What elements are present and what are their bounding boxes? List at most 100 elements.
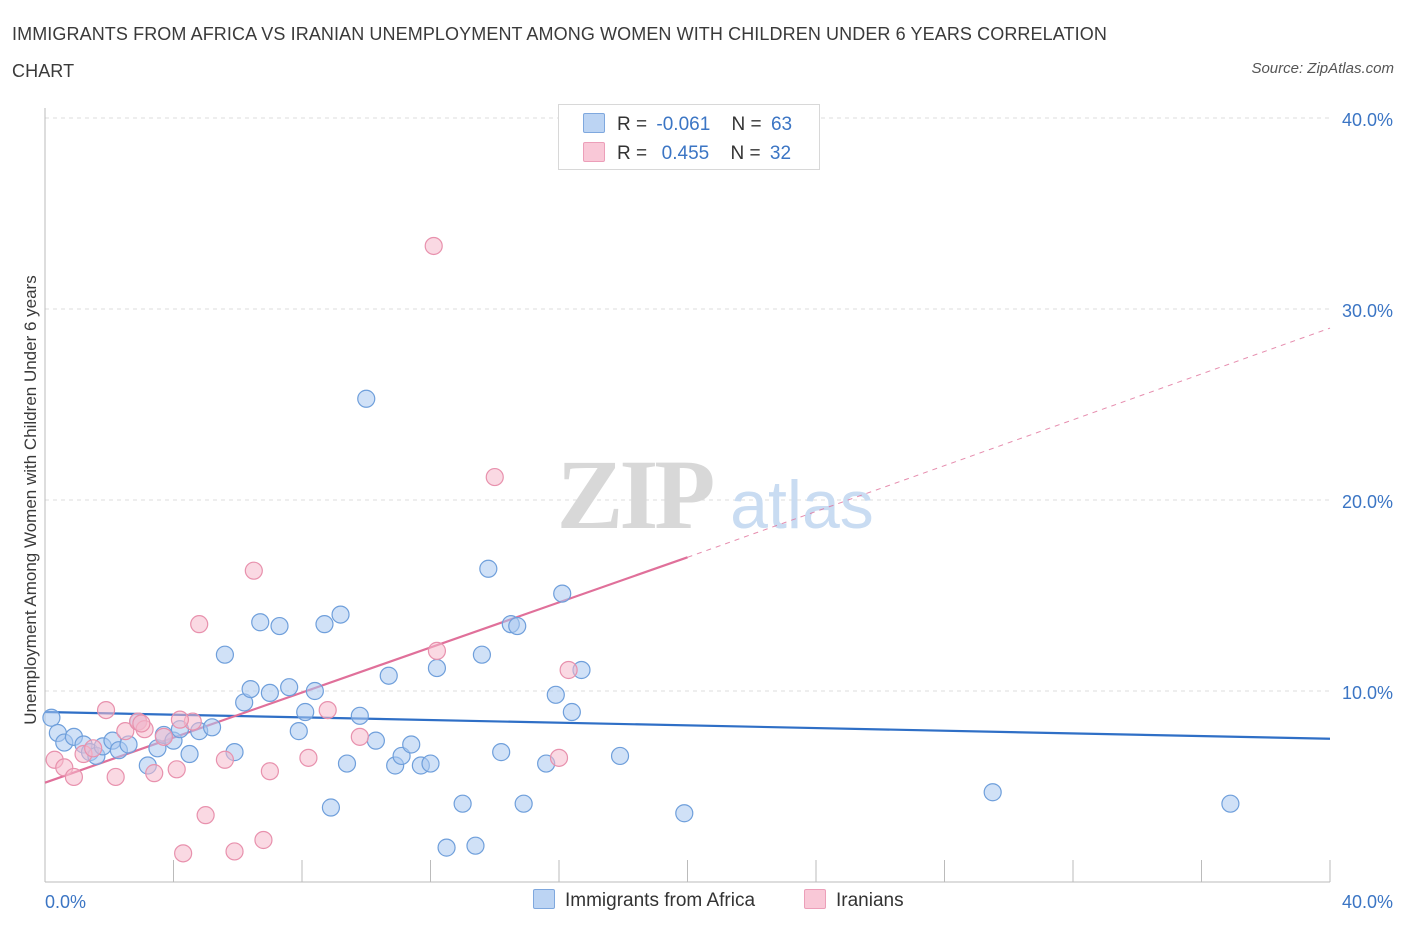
data-point-iranians [350,727,369,746]
data-point-iranians [84,739,103,758]
legend-item-africa: Immigrants from Africa [533,889,755,912]
data-point-iranians [154,727,173,746]
data-point-africa [421,754,440,773]
data-point-africa [331,605,350,624]
data-point-africa [366,731,385,750]
data-point-iranians [260,762,279,781]
x-tick-label: 40.0% [1342,892,1393,912]
data-point-africa [402,735,421,754]
data-point-africa [437,838,456,857]
data-point-africa [215,645,234,664]
data-point-africa [610,746,630,766]
legend-r-value: -0.061 [656,114,711,135]
x-tick-label: 0.0% [45,892,86,912]
data-point-africa [42,708,61,727]
data-point-africa [466,836,485,855]
legend-item-iranians: Iranians [804,889,904,912]
tick-labels: 10.0% 20.0% 30.0% 40.0% 0.0% 40.0% [45,110,1393,912]
data-point-africa [202,718,222,737]
series-immigrants-from-africa [42,389,1240,857]
trend-line-iranians [44,556,688,784]
y-tick-label: 40.0% [1342,110,1393,130]
data-point-africa [546,685,565,704]
data-point-iranians [167,760,186,779]
data-point-africa [305,681,324,701]
data-point-africa [1221,794,1240,813]
legend-row-iranians: R = 0.455 N = 32 [583,142,791,170]
legend-n-value: 63 [770,114,793,135]
data-point-africa [280,678,299,697]
legend-r-label: R = [617,114,648,135]
data-point-iranians [424,236,443,256]
data-point-africa [983,783,1002,802]
data-point-iranians [244,561,263,580]
data-point-iranians [174,844,193,863]
legend-n-value: 32 [769,143,792,164]
series-iranians [45,236,578,863]
data-point-iranians [549,748,569,767]
data-point-africa [241,679,260,699]
data-point-iranians [106,767,125,787]
chart-title: IMMIGRANTS FROM AFRICA VS IRANIAN UNEMPL… [12,24,1107,81]
data-point-africa [508,616,527,636]
data-point-africa [337,754,357,773]
data-point-iranians [427,641,447,660]
data-point-iranians [96,700,116,720]
y-tick-label: 20.0% [1342,492,1393,512]
data-point-africa [180,744,199,764]
legend-label-africa: Immigrants from Africa [565,890,756,911]
data-point-africa [357,389,376,408]
grid-lines [45,117,1330,692]
data-point-africa [379,666,398,685]
legend-label-iranians: Iranians [836,890,904,911]
data-point-africa [479,559,498,578]
data-point-africa [514,794,533,813]
legend-swatch-pink-icon [804,889,826,909]
y-tick-label: 30.0% [1342,301,1393,321]
data-point-iranians [196,806,215,825]
data-point-africa [296,702,315,722]
legend-r-label: R = [617,143,648,164]
data-point-africa [492,743,511,762]
y-tick-label: 10.0% [1342,683,1393,703]
data-point-africa [270,616,289,636]
data-point-africa [260,683,279,703]
data-point-iranians [64,767,84,787]
legend-swatch-blue-icon [533,889,555,909]
stats-legend: R = -0.061 N = 63 R = 0.455 N = 32 [558,104,820,170]
data-point-africa [315,615,334,634]
legend-swatch-blue-icon [583,113,605,133]
trend-line-iranians-extension [687,327,1331,558]
trend-lines [44,327,1331,784]
data-point-africa [562,702,581,722]
data-point-iranians [170,710,190,729]
legend-row-africa: R = -0.061 N = 63 [583,113,792,141]
data-point-africa [350,706,369,725]
data-point-iranians [318,700,337,720]
data-point-africa [427,658,447,678]
watermark-atlas: atlas [730,467,874,543]
data-point-africa [553,584,572,603]
data-point-africa [472,645,491,664]
data-point-iranians [145,764,164,783]
watermark-zip: ZIP [557,439,714,550]
series-legend: Immigrants from Africa Iranians [0,889,1406,917]
data-point-africa [289,722,308,741]
data-point-africa [675,804,694,823]
data-point-iranians [299,748,318,767]
data-point-africa [453,794,472,813]
data-point-iranians [190,615,209,634]
data-point-iranians [215,750,234,769]
watermark: ZIP atlas [557,439,874,550]
data-point-iranians [485,467,504,487]
legend-n-label: N = [730,143,761,164]
data-point-iranians [559,660,578,680]
legend-r-value: 0.455 [656,143,710,164]
source-label: Source: ZipAtlas.com [1251,60,1394,77]
axes [44,108,1331,883]
data-point-africa [321,798,341,817]
data-point-iranians [132,714,151,733]
data-point-iranians [254,830,273,850]
legend-swatch-pink-icon [583,142,605,162]
